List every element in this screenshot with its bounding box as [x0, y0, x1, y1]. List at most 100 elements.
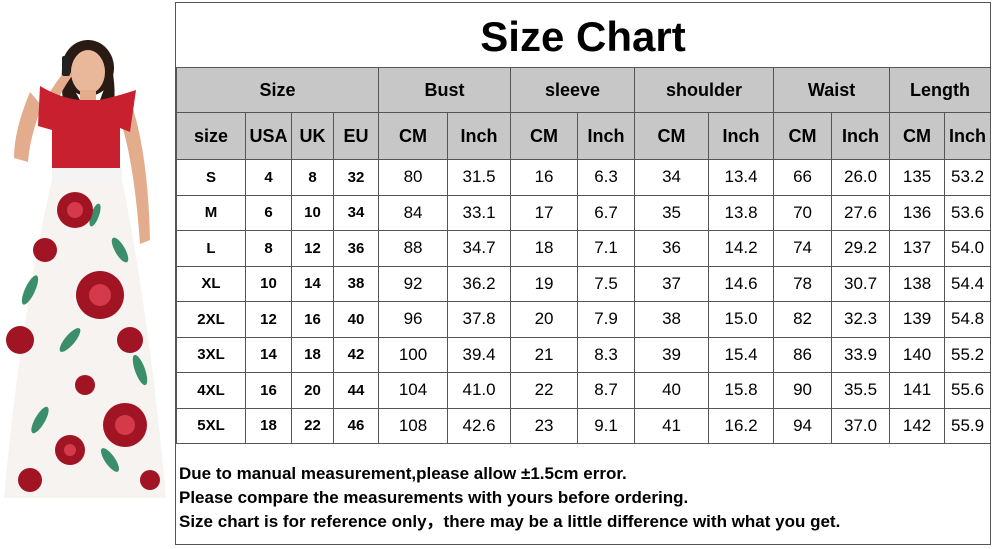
table-cell: 92: [378, 265, 449, 302]
size-table-body: S 4 8 32 80 31.5 16 6.3 34 13.4 66 26.0 135 53.2 M 6 10 3…: [176, 159, 992, 444]
table-cell: 16.2: [708, 407, 775, 444]
table-cell: 6.7: [577, 194, 636, 231]
table-cell: 135: [889, 159, 946, 196]
size-chart-sheet: Size Chart Size Bust sleeve shoulder Wai…: [175, 2, 992, 545]
table-cell: 44: [332, 372, 380, 409]
table-cell: 4: [245, 159, 292, 196]
table-cell: 18: [510, 230, 579, 267]
table-cell: 138: [889, 265, 946, 302]
table-cell: 88: [378, 230, 449, 267]
table-cell: 37.8: [447, 301, 512, 338]
table-cell: 78: [773, 265, 833, 302]
table-cell: 7.1: [577, 230, 636, 267]
group-header-waist: Waist: [773, 67, 891, 113]
table-cell: 74: [773, 230, 833, 267]
table-cell: 140: [889, 336, 946, 373]
subheader-cell: size: [176, 112, 246, 160]
table-cell: 29.2: [831, 230, 891, 267]
subheader-cell: Inch: [577, 112, 636, 160]
table-cell: 8.7: [577, 372, 636, 409]
table-cell: XL: [176, 265, 246, 302]
table-cell: 17: [510, 194, 579, 231]
table-cell: 9.1: [577, 407, 636, 444]
table-cell: 8: [245, 230, 292, 267]
subheader-cell: CM: [510, 112, 579, 160]
subheader-cell: CM: [378, 112, 449, 160]
table-cell: 16: [245, 372, 292, 409]
table-cell: 36: [332, 230, 380, 267]
subheader-cell: Inch: [944, 112, 992, 160]
table-cell: 38: [634, 301, 710, 338]
table-cell: 23: [510, 407, 579, 444]
table-cell: 37: [634, 265, 710, 302]
subheader-row: size USA UK EU CM Inch CM Inch CM Inch CM Inch CM Inc…: [176, 112, 992, 160]
table-cell: 142: [889, 407, 946, 444]
table-cell: 96: [378, 301, 449, 338]
table-cell: 13.4: [708, 159, 775, 196]
table-cell: 36: [634, 230, 710, 267]
table-row: L 8 12 36 88 34.7 18 7.1 36 14.2 74 29.2 137 54.0: [176, 230, 992, 267]
table-cell: 33.9: [831, 336, 891, 373]
table-cell: 53.6: [944, 194, 992, 231]
table-cell: 2XL: [176, 301, 246, 338]
table-cell: 39.4: [447, 336, 512, 373]
subheader-cell: CM: [773, 112, 833, 160]
table-cell: 66: [773, 159, 833, 196]
table-cell: 55.6: [944, 372, 992, 409]
table-cell: 15.4: [708, 336, 775, 373]
table-cell: 6: [245, 194, 292, 231]
table-cell: 19: [510, 265, 579, 302]
table-cell: 34: [634, 159, 710, 196]
group-header-sleeve: sleeve: [510, 67, 636, 113]
table-cell: 20: [510, 301, 579, 338]
subheader-cell: Inch: [447, 112, 512, 160]
table-cell: 34.7: [447, 230, 512, 267]
model-photo: [4, 40, 166, 498]
table-cell: 104: [378, 372, 449, 409]
subheader-cell: UK: [291, 112, 334, 160]
table-cell: 8: [291, 159, 334, 196]
group-header-length: Length: [889, 67, 992, 113]
table-cell: 7.5: [577, 265, 636, 302]
table-cell: 42.6: [447, 407, 512, 444]
subheader-cell: USA: [245, 112, 292, 160]
table-cell: 22: [291, 407, 334, 444]
chart-title: Size Chart: [480, 13, 686, 60]
table-cell: 40: [634, 372, 710, 409]
table-cell: 16: [510, 159, 579, 196]
table-cell: 90: [773, 372, 833, 409]
table-cell: 46: [332, 407, 380, 444]
table-cell: 137: [889, 230, 946, 267]
table-cell: 18: [245, 407, 292, 444]
group-header-row: Size Bust sleeve shoulder Waist Length: [175, 67, 992, 113]
table-cell: 94: [773, 407, 833, 444]
table-cell: 35.5: [831, 372, 891, 409]
table-cell: 54.8: [944, 301, 992, 338]
table-cell: 22: [510, 372, 579, 409]
note-line: Due to manual measurement,please allow ±…: [179, 464, 627, 483]
table-cell: 84: [378, 194, 449, 231]
subheader-cell: CM: [889, 112, 946, 160]
table-cell: 141: [889, 372, 946, 409]
table-cell: 14.2: [708, 230, 775, 267]
table-cell: L: [176, 230, 246, 267]
table-cell: 139: [889, 301, 946, 338]
table-cell: S: [176, 159, 246, 196]
table-cell: 14.6: [708, 265, 775, 302]
table-cell: 12: [291, 230, 334, 267]
table-cell: 37.0: [831, 407, 891, 444]
table-cell: 14: [245, 336, 292, 373]
table-row: 4XL 16 20 44 104 41.0 22 8.7 40 15.8 90 35.5 141 55.6: [176, 372, 992, 409]
table-cell: 80: [378, 159, 449, 196]
table-cell: 31.5: [447, 159, 512, 196]
table-cell: 33.1: [447, 194, 512, 231]
table-cell: 6.3: [577, 159, 636, 196]
table-row: 5XL 18 22 46 108 42.6 23 9.1 41 16.2 94 37.0 142 55.9: [176, 407, 992, 444]
group-header-size: Size: [175, 67, 380, 113]
table-cell: 36.2: [447, 265, 512, 302]
size-table: Size Bust sleeve shoulder Waist Length s…: [175, 67, 992, 444]
table-cell: 10: [245, 265, 292, 302]
table-cell: 136: [889, 194, 946, 231]
table-cell: 32: [332, 159, 380, 196]
table-cell: 82: [773, 301, 833, 338]
